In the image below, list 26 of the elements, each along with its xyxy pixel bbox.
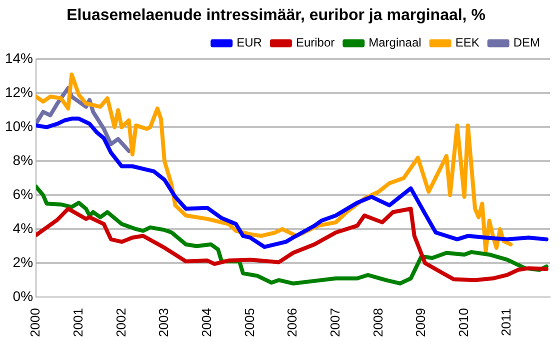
y-tick-label: 14% [4, 50, 34, 66]
x-tick-label: 2002 [113, 308, 128, 337]
x-tick-label: 2000 [28, 308, 43, 337]
y-tick-label: 0% [12, 288, 34, 304]
x-tick-label: 2006 [284, 308, 300, 337]
y-tick-label: 2% [12, 254, 34, 270]
x-tick-label: 2005 [242, 308, 257, 337]
x-tick-label: 2010 [456, 308, 471, 337]
x-tick-label: 2011 [498, 308, 514, 336]
x-tick-label: 2007 [327, 308, 342, 337]
x-tick-label: 2009 [413, 308, 428, 337]
x-tick-label: 2001 [70, 308, 86, 337]
y-tick-label: 8% [12, 152, 34, 168]
legend-label: Euribor [296, 36, 335, 50]
y-tick-label: 6% [12, 186, 34, 202]
y-tick-label: 4% [12, 220, 34, 236]
legend-label: EUR [236, 36, 262, 50]
x-tick-label: 2008 [370, 308, 386, 337]
legend-label: EEK [455, 36, 480, 50]
y-tick-label: 10% [4, 118, 34, 134]
chart-title: Eluasemelaenude intressimäär, euribor ja marginaal, % [66, 7, 486, 24]
x-tick-label: 2003 [156, 308, 172, 337]
legend-label: Marginaal [368, 36, 422, 50]
x-tick-label: 2004 [198, 308, 214, 337]
y-tick-label: 12% [4, 84, 34, 100]
legend-label: DEM [513, 36, 540, 50]
